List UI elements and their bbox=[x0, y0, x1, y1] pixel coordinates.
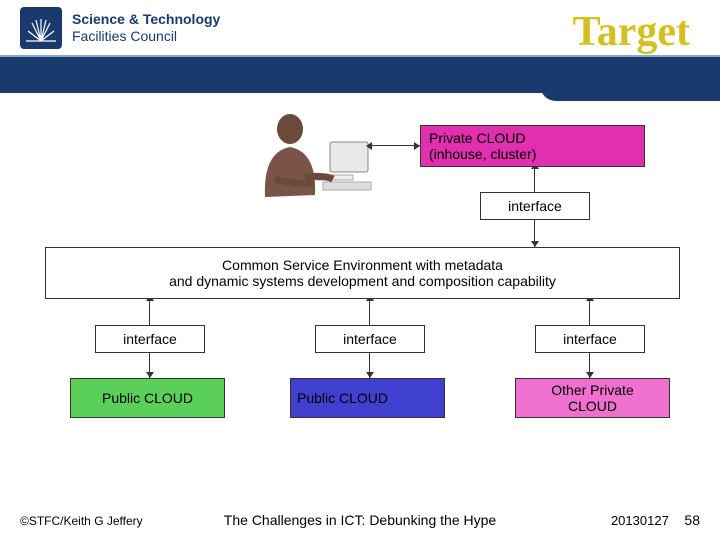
logo-line1: Science & Technology bbox=[72, 11, 220, 28]
private-cloud-line2: (inhouse, cluster) bbox=[429, 146, 636, 162]
public-cloud-2-label: Public CLOUD bbox=[291, 390, 444, 406]
public-cloud-2-box: Public CLOUD bbox=[290, 378, 445, 418]
connector bbox=[149, 299, 150, 325]
interface-box-right: interface bbox=[535, 325, 645, 353]
arrow-icon bbox=[366, 142, 372, 150]
connector bbox=[369, 299, 370, 325]
logo-text: Science & Technology Facilities Council bbox=[72, 11, 220, 45]
cse-line2: and dynamic systems development and comp… bbox=[50, 273, 675, 289]
footer-copyright: ©STFC/Keith G Jeffery bbox=[20, 514, 143, 528]
cse-line1: Common Service Environment with metadata bbox=[50, 257, 675, 273]
header-band bbox=[0, 55, 720, 93]
other-private-line2: CLOUD bbox=[516, 398, 669, 414]
connector bbox=[589, 299, 590, 325]
other-private-line1: Other Private bbox=[516, 382, 669, 398]
private-cloud-box: Private CLOUD (inhouse, cluster) bbox=[420, 125, 645, 167]
org-logo: Science & Technology Facilities Council bbox=[20, 7, 220, 49]
footer-subtitle: The Challenges in ICT: Debunking the Hyp… bbox=[224, 512, 496, 528]
common-service-env-box: Common Service Environment with metadata… bbox=[45, 247, 680, 299]
other-private-cloud-box: Other Private CLOUD bbox=[515, 378, 670, 418]
interface-box-top: interface bbox=[480, 192, 590, 220]
header-top: Science & Technology Facilities Council … bbox=[0, 0, 720, 55]
footer-right: 20130127 58 bbox=[611, 512, 700, 528]
person-at-computer-icon bbox=[245, 107, 375, 217]
slide-title: Target bbox=[573, 8, 690, 56]
slide-header: Science & Technology Facilities Council … bbox=[0, 0, 720, 95]
interface-box-left: interface bbox=[95, 325, 205, 353]
connector bbox=[534, 167, 535, 192]
logo-line2: Facilities Council bbox=[72, 28, 220, 45]
slide-footer: ©STFC/Keith G Jeffery The Challenges in … bbox=[0, 512, 720, 528]
footer-date: 20130127 bbox=[611, 513, 669, 528]
sunburst-icon bbox=[20, 7, 62, 49]
public-cloud-1-box: Public CLOUD bbox=[70, 378, 225, 418]
interface-box-center: interface bbox=[315, 325, 425, 353]
diagram-area: Private CLOUD (inhouse, cluster) interfa… bbox=[0, 95, 720, 465]
footer-page: 58 bbox=[684, 512, 700, 528]
private-cloud-line1: Private CLOUD bbox=[429, 130, 636, 146]
connector bbox=[370, 145, 420, 146]
